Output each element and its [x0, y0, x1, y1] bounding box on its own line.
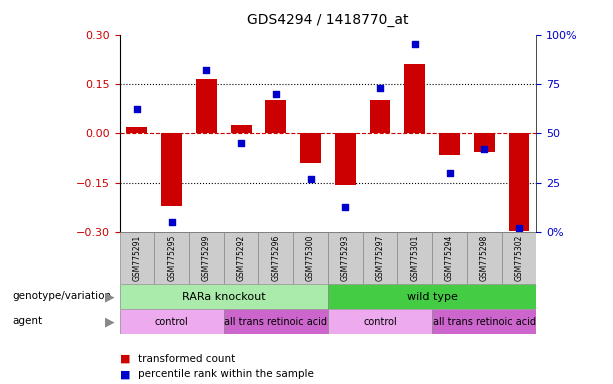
Bar: [224, 309, 328, 334]
Bar: [363, 232, 397, 284]
Bar: [335, 134, 356, 185]
Bar: [432, 309, 536, 334]
Text: wild type: wild type: [407, 291, 457, 302]
Text: ▶: ▶: [105, 315, 115, 328]
Point: [375, 85, 385, 91]
Bar: [405, 64, 425, 134]
Point: [167, 219, 177, 225]
Point: [202, 67, 211, 73]
Text: GSM775298: GSM775298: [480, 235, 489, 281]
Point: [236, 140, 246, 146]
Text: GSM775295: GSM775295: [167, 235, 176, 281]
Text: ▶: ▶: [105, 290, 115, 303]
Text: GSM775301: GSM775301: [410, 235, 419, 281]
Bar: [224, 232, 259, 284]
Text: GSM775291: GSM775291: [132, 235, 142, 281]
Point: [410, 41, 420, 48]
Point: [306, 176, 316, 182]
Text: GDS4294 / 1418770_at: GDS4294 / 1418770_at: [247, 13, 409, 27]
Bar: [474, 134, 495, 152]
Text: GSM775300: GSM775300: [306, 235, 315, 281]
Bar: [154, 232, 189, 284]
Text: percentile rank within the sample: percentile rank within the sample: [138, 369, 314, 379]
Point: [340, 204, 350, 210]
Text: transformed count: transformed count: [138, 354, 235, 364]
Text: agent: agent: [12, 316, 42, 326]
Text: all trans retinoic acid: all trans retinoic acid: [433, 316, 536, 327]
Bar: [397, 232, 432, 284]
Text: GSM775302: GSM775302: [514, 235, 524, 281]
Text: genotype/variation: genotype/variation: [12, 291, 112, 301]
Bar: [161, 134, 182, 206]
Bar: [126, 127, 147, 134]
Text: GSM775293: GSM775293: [341, 235, 350, 281]
Bar: [293, 232, 328, 284]
Bar: [265, 101, 286, 134]
Text: control: control: [154, 316, 189, 327]
Text: GSM775292: GSM775292: [237, 235, 246, 281]
Bar: [120, 309, 224, 334]
Bar: [328, 232, 363, 284]
Bar: [328, 284, 536, 309]
Text: control: control: [363, 316, 397, 327]
Bar: [120, 232, 154, 284]
Bar: [300, 134, 321, 163]
Bar: [230, 125, 251, 134]
Text: RARa knockout: RARa knockout: [182, 291, 265, 302]
Bar: [501, 232, 536, 284]
Point: [479, 146, 489, 152]
Text: GSM775297: GSM775297: [376, 235, 384, 281]
Point: [514, 225, 524, 232]
Bar: [189, 232, 224, 284]
Point: [132, 106, 142, 112]
Bar: [509, 134, 530, 231]
Text: ■: ■: [120, 369, 130, 379]
Bar: [196, 79, 217, 134]
Point: [444, 170, 454, 176]
Bar: [370, 101, 390, 134]
Text: GSM775294: GSM775294: [445, 235, 454, 281]
Bar: [328, 309, 432, 334]
Text: ■: ■: [120, 354, 130, 364]
Text: all trans retinoic acid: all trans retinoic acid: [224, 316, 327, 327]
Text: GSM775296: GSM775296: [272, 235, 280, 281]
Bar: [467, 232, 501, 284]
Bar: [120, 284, 328, 309]
Point: [271, 91, 281, 97]
Bar: [439, 134, 460, 155]
Bar: [259, 232, 293, 284]
Bar: [432, 232, 467, 284]
Text: GSM775299: GSM775299: [202, 235, 211, 281]
